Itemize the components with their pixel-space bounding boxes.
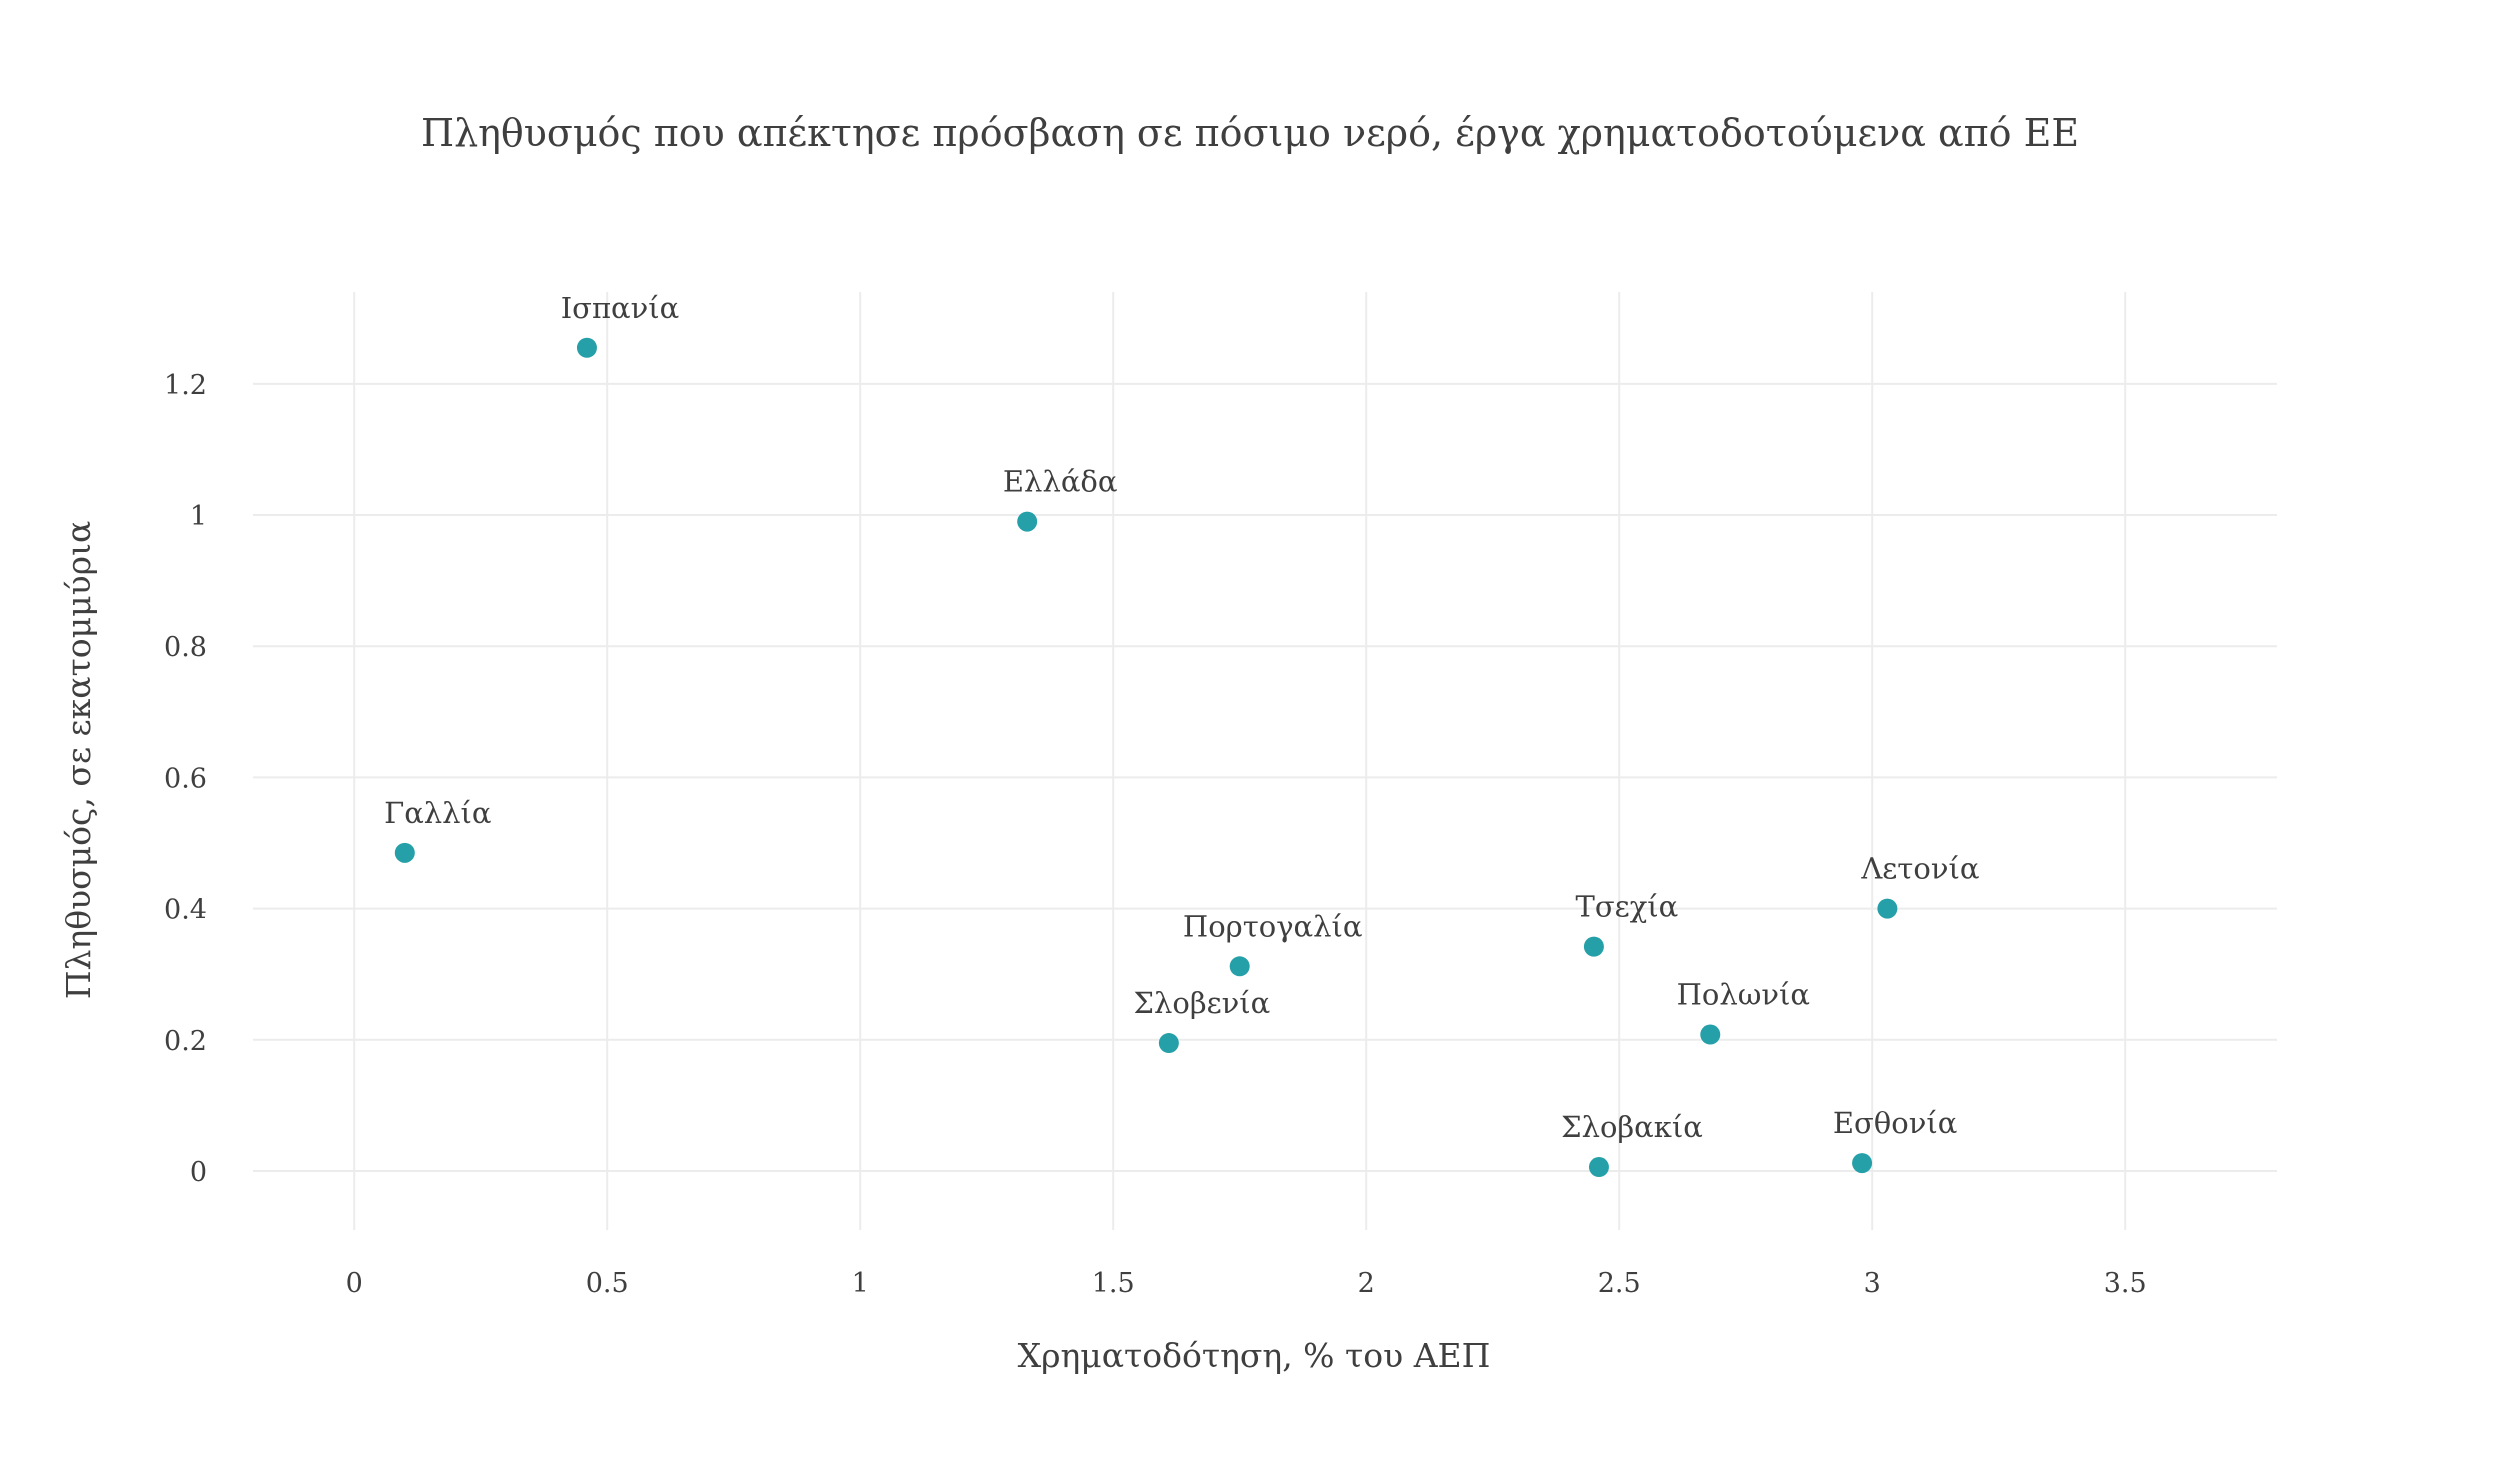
- data-point: [1229, 956, 1250, 977]
- y-tick-label: 0.8: [164, 632, 207, 663]
- x-tick-label: 0.5: [586, 1268, 629, 1299]
- data-label: Λετονία: [1860, 852, 1979, 886]
- data-label: Εσθονία: [1833, 1106, 1957, 1140]
- y-axis-title: Πληθυσμός, σε εκατομμύρια: [59, 521, 98, 1000]
- chart-title: Πληθυσμός που απέκτησε πρόσβαση σε πόσιμ…: [421, 111, 2079, 155]
- data-point: [1158, 1033, 1179, 1054]
- y-tick-label: 0.6: [164, 763, 207, 794]
- data-point: [1588, 1157, 1609, 1178]
- x-gridlines: [353, 292, 2127, 1230]
- data-label: Ελλάδα: [1003, 465, 1118, 499]
- x-tick-label: 3.5: [2104, 1268, 2147, 1299]
- y-axis-ticks: 0 0.2 0.4 0.6 0.8 1 1.2: [164, 370, 207, 1188]
- data-label: Ισπανία: [561, 291, 679, 325]
- y-tick-label: 0.2: [164, 1026, 207, 1057]
- x-tick-label: 3: [1864, 1268, 1881, 1299]
- data-point: [1877, 898, 1898, 919]
- x-tick-label: 0: [346, 1268, 363, 1299]
- data-label: Πορτογαλία: [1183, 909, 1363, 943]
- data-label: Σλοβενία: [1134, 986, 1271, 1020]
- y-tick-label: 1.2: [164, 370, 207, 401]
- y-tick-label: 0: [190, 1157, 207, 1188]
- x-tick-label: 1: [852, 1268, 869, 1299]
- data-label: Γαλλία: [384, 796, 491, 830]
- data-point: [1017, 511, 1038, 532]
- x-tick-label: 1.5: [1092, 1268, 1135, 1299]
- data-point: [576, 337, 597, 358]
- data-points: [394, 337, 1898, 1178]
- x-axis-title: Χρηματοδότηση, % του ΑΕΠ: [1018, 1336, 1491, 1375]
- x-tick-label: 2: [1358, 1268, 1375, 1299]
- y-tick-label: 1: [190, 501, 207, 532]
- data-point: [1852, 1153, 1873, 1174]
- data-point: [1583, 936, 1604, 957]
- x-axis-ticks: 0 0.5 1 1.5 2 2.5 3 3.5: [346, 1268, 2147, 1299]
- x-tick-label: 2.5: [1598, 1268, 1641, 1299]
- data-label: Πολωνία: [1677, 978, 1810, 1012]
- point-labels: Ισπανία Ελλάδα Γαλλία Πορτογαλία Σλοβενία Τσε…: [384, 291, 1979, 1144]
- data-point: [1700, 1024, 1721, 1045]
- y-gridlines: [253, 382, 2277, 1172]
- data-point: [394, 842, 415, 863]
- data-label: Τσεχία: [1576, 890, 1679, 924]
- data-label: Σλοβακία: [1561, 1110, 1703, 1144]
- y-tick-label: 0.4: [164, 895, 207, 926]
